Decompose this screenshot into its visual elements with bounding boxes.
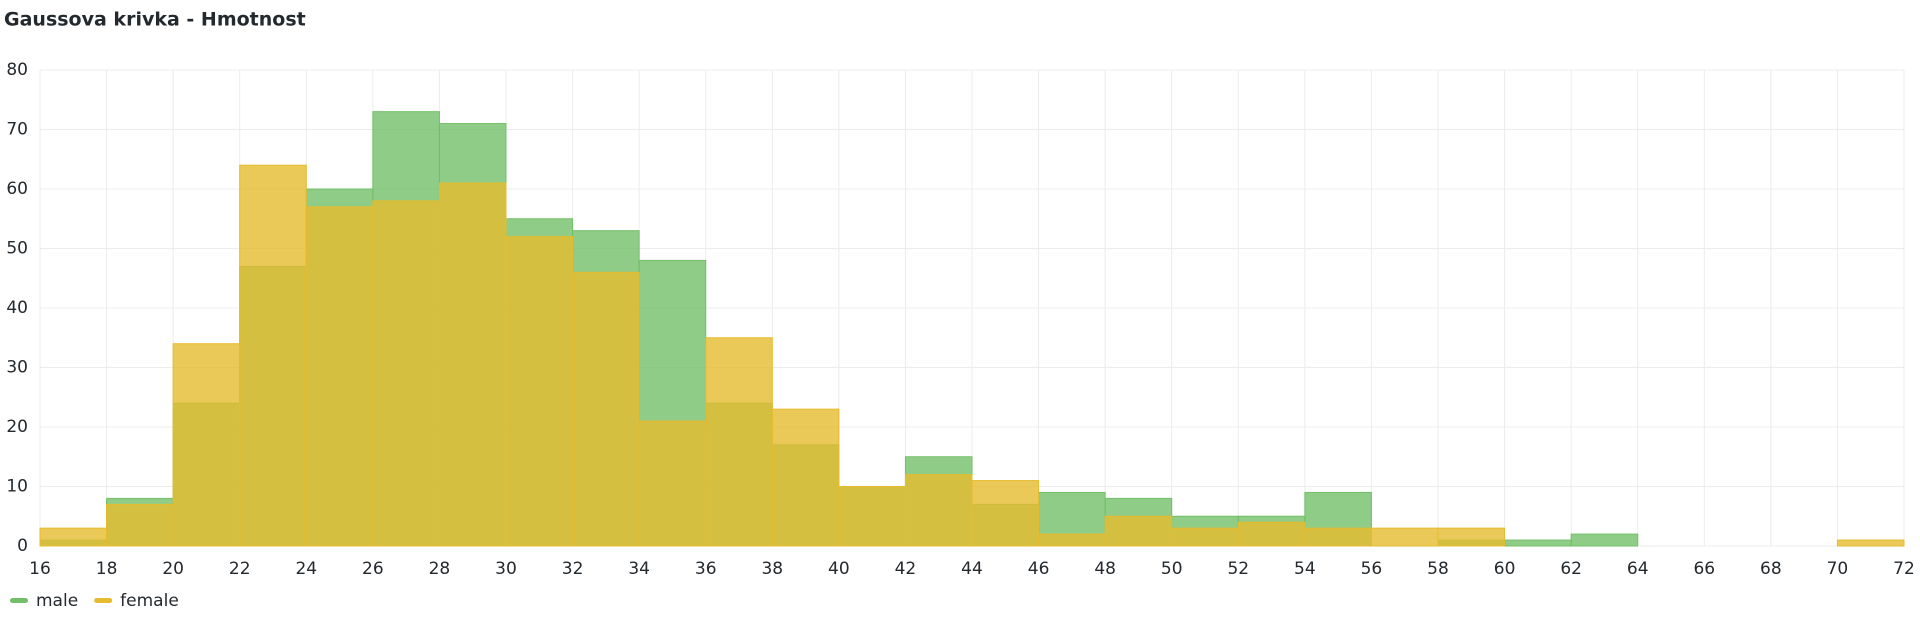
histogram-bar	[971, 480, 1040, 547]
histogram-bar	[1370, 527, 1439, 547]
x-tick-label: 52	[1227, 559, 1249, 579]
x-tick-label: 44	[961, 559, 983, 579]
y-tick-label: 0	[17, 536, 28, 556]
x-tick-label: 32	[562, 559, 584, 579]
x-tick-label: 34	[628, 559, 650, 579]
histogram-bar	[838, 486, 906, 547]
x-tick-label: 30	[495, 559, 517, 579]
x-tick-label: 42	[895, 559, 917, 579]
histogram-bar	[572, 271, 640, 547]
histogram-bar	[904, 474, 973, 547]
histogram-bar	[771, 408, 840, 547]
x-tick-label: 66	[1693, 559, 1715, 579]
x-tick-label: 20	[162, 559, 184, 579]
histogram-bar	[1304, 527, 1372, 547]
histogram-bar	[1237, 521, 1306, 547]
legend-swatch	[10, 598, 28, 603]
histogram-bar	[1570, 533, 1639, 547]
histogram-bar	[705, 337, 773, 547]
histogram-bar	[638, 420, 707, 547]
x-tick-label: 16	[29, 559, 51, 579]
x-tick-label: 24	[295, 559, 317, 579]
x-tick-label: 46	[1028, 559, 1050, 579]
x-tick-label: 28	[429, 559, 451, 579]
histogram-bar	[505, 236, 574, 547]
y-tick-label: 80	[6, 60, 28, 80]
x-tick-label: 62	[1560, 559, 1582, 579]
histogram-bar	[172, 343, 241, 547]
x-tick-label: 38	[761, 559, 783, 579]
histogram-bar	[1104, 515, 1173, 547]
histogram-bar	[372, 200, 440, 547]
legend-swatch	[94, 598, 113, 603]
x-tick-label: 40	[828, 559, 850, 579]
y-tick-label: 50	[6, 239, 28, 259]
x-tick-label: 64	[1627, 559, 1649, 579]
x-tick-label: 54	[1294, 559, 1316, 579]
histogram-bar	[1437, 527, 1506, 547]
histogram-bar	[106, 503, 174, 547]
y-tick-label: 20	[6, 417, 28, 437]
x-tick-label: 72	[1893, 559, 1915, 579]
x-tick-label: 36	[695, 559, 717, 579]
y-tick-label: 30	[6, 358, 28, 378]
legend-label: male	[36, 591, 78, 611]
histogram-bar	[1504, 539, 1572, 547]
x-tick-label: 22	[229, 559, 251, 579]
histogram-bar	[305, 206, 374, 547]
histogram-bar	[39, 527, 108, 547]
histogram-bar	[438, 182, 507, 547]
x-tick-label: 56	[1361, 559, 1383, 579]
x-tick-label: 58	[1427, 559, 1449, 579]
histogram-bar	[1836, 539, 1905, 547]
y-tick-label: 60	[6, 179, 28, 199]
x-tick-label: 68	[1760, 559, 1782, 579]
legend-label: female	[120, 591, 179, 611]
x-tick-label: 26	[362, 559, 384, 579]
histogram-bar	[1171, 527, 1239, 547]
y-tick-label: 10	[6, 477, 28, 497]
histogram-bar	[1038, 533, 1106, 547]
x-tick-label: 18	[96, 559, 118, 579]
x-tick-label: 50	[1161, 559, 1183, 579]
x-tick-label: 60	[1494, 559, 1516, 579]
histogram-bar	[239, 164, 307, 547]
x-tick-label: 48	[1094, 559, 1116, 579]
x-tick-label: 70	[1827, 559, 1849, 579]
y-tick-label: 70	[6, 120, 28, 140]
y-tick-label: 40	[6, 298, 28, 318]
chart-title: Gaussova krivka - Hmotnost	[4, 9, 306, 31]
